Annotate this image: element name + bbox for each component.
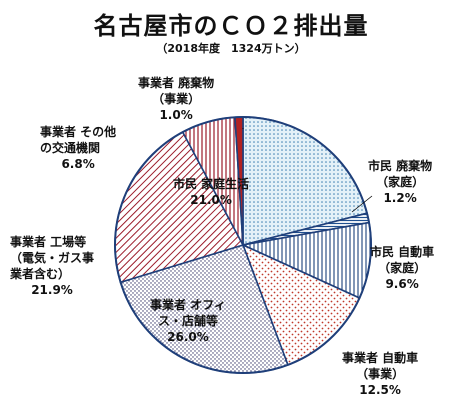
- chart-subtitle: （2018年度 1324万トン）: [156, 42, 306, 55]
- leader-line: [351, 195, 373, 213]
- pie-outline: [114, 116, 372, 374]
- slice-label-business-car: 事業者 自動車 （事業） 12.5%: [342, 351, 419, 397]
- slice-label-home-car: 市民 自動車 （家庭） 9.6%: [370, 245, 435, 291]
- slice-label-home-waste: 市民 廃棄物 （家庭） 1.2%: [368, 159, 433, 205]
- slice-label-business-waste: 事業者 廃棄物 （事業） 1.0%: [138, 76, 215, 122]
- slice-label-other-transport: 事業者 その他 の交通機関 6.8%: [40, 125, 117, 171]
- chart-title: 名古屋市のＣＯ２排出量: [93, 12, 369, 40]
- slice-label-home-life: 市民 家庭生活 21.0%: [173, 177, 250, 207]
- slice-label-office-store: 事業者 オフィ ス・店舗等 26.0%: [150, 298, 226, 344]
- slice-label-factory: 事業者 工場等 （電気・ガス事 業者含む） 21.9%: [10, 235, 95, 297]
